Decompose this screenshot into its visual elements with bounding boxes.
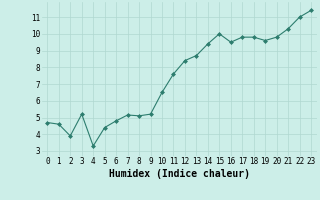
- X-axis label: Humidex (Indice chaleur): Humidex (Indice chaleur): [109, 169, 250, 179]
